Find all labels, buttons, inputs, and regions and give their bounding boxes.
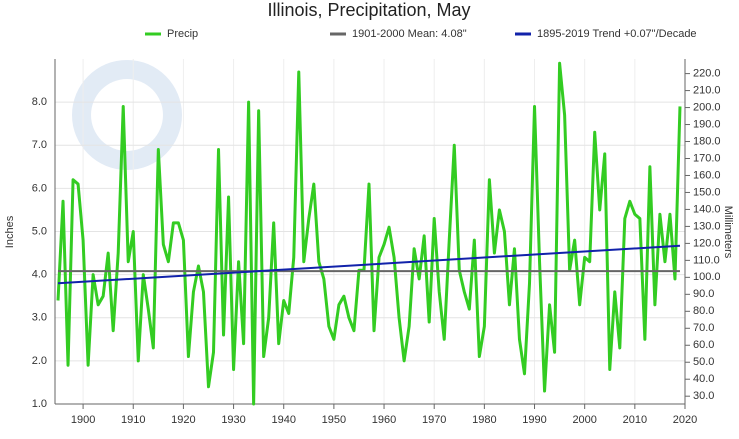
y2-tick-label: 30.0	[693, 390, 714, 402]
y2-tick-label: 50.0	[693, 356, 714, 368]
y-tick-label: 2.0	[32, 355, 47, 367]
y-tick-label: 7.0	[32, 139, 47, 151]
y2-tick-label: 210.0	[693, 84, 721, 96]
x-tick-label: 1950	[322, 414, 346, 426]
y2-tick-label: 80.0	[693, 305, 714, 317]
y2-tick-label: 70.0	[693, 322, 714, 334]
y2-tick-label: 220.0	[693, 68, 721, 80]
x-tick-label: 1900	[71, 414, 95, 426]
x-tick-label: 1930	[221, 414, 245, 426]
y2-tick-label: 130.0	[693, 220, 721, 232]
y2-tick-label: 170.0	[693, 152, 721, 164]
y2-axis-label: Millimeters	[722, 206, 734, 259]
x-tick-label: 1970	[422, 414, 446, 426]
y-tick-label: 3.0	[32, 312, 47, 324]
y2-tick-label: 110.0	[693, 254, 720, 266]
x-tick-label: 1960	[372, 414, 396, 426]
series-line	[56, 61, 682, 406]
y2-tick-label: 150.0	[693, 186, 721, 198]
y-tick-label: 5.0	[32, 225, 47, 237]
y-tick-label: 6.0	[32, 182, 47, 194]
y2-tick-label: 190.0	[693, 118, 721, 130]
y2-tick-label: 180.0	[693, 135, 721, 147]
watermark	[72, 60, 182, 170]
y-tick-label: 4.0	[32, 269, 47, 281]
x-tick-label: 1920	[171, 414, 195, 426]
x-tick-label: 1940	[271, 414, 295, 426]
x-tick-label: 1990	[522, 414, 546, 426]
y2-tick-label: 100.0	[693, 271, 721, 283]
y2-tick-label: 160.0	[693, 169, 721, 181]
y-tick-label: 1.0	[32, 398, 47, 410]
chart-title: Illinois, Precipitation, May	[267, 0, 470, 20]
series-line	[57, 244, 681, 285]
y2-tick-label: 40.0	[693, 373, 714, 385]
y2-tick-label: 120.0	[693, 237, 721, 249]
x-tick-label: 2010	[623, 414, 647, 426]
x-tick-label: 2020	[673, 414, 697, 426]
y-tick-label: 8.0	[32, 96, 47, 108]
y2-tick-label: 140.0	[693, 203, 721, 215]
y-axis-label: Inches	[4, 215, 16, 248]
y2-tick-label: 90.0	[693, 288, 714, 300]
legend-label: Precip	[167, 28, 198, 40]
x-tick-label: 2000	[572, 414, 596, 426]
x-tick-label: 1910	[121, 414, 145, 426]
y2-tick-label: 60.0	[693, 339, 714, 351]
legend-label: 1901-2000 Mean: 4.08"	[352, 28, 467, 40]
y2-tick-label: 200.0	[693, 101, 721, 113]
legend-label: 1895-2019 Trend +0.07"/Decade	[537, 28, 697, 40]
x-tick-label: 1980	[472, 414, 496, 426]
